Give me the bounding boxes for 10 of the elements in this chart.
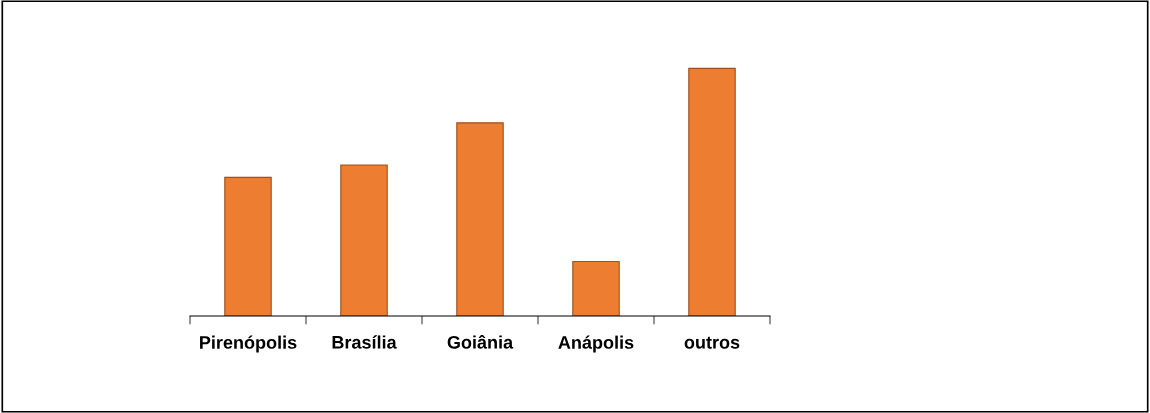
bar bbox=[688, 67, 736, 316]
bar bbox=[340, 164, 388, 316]
x-tick-label: Pirenópolis bbox=[200, 335, 297, 353]
x-tick-label: Anápolis bbox=[558, 335, 634, 353]
x-tick-label: Brasília bbox=[332, 335, 397, 349]
bar bbox=[572, 260, 620, 316]
x-tick-label: outros bbox=[684, 336, 740, 349]
x-tick-label: Goiânia bbox=[447, 335, 514, 349]
bar bbox=[224, 176, 272, 316]
bar bbox=[456, 122, 504, 316]
